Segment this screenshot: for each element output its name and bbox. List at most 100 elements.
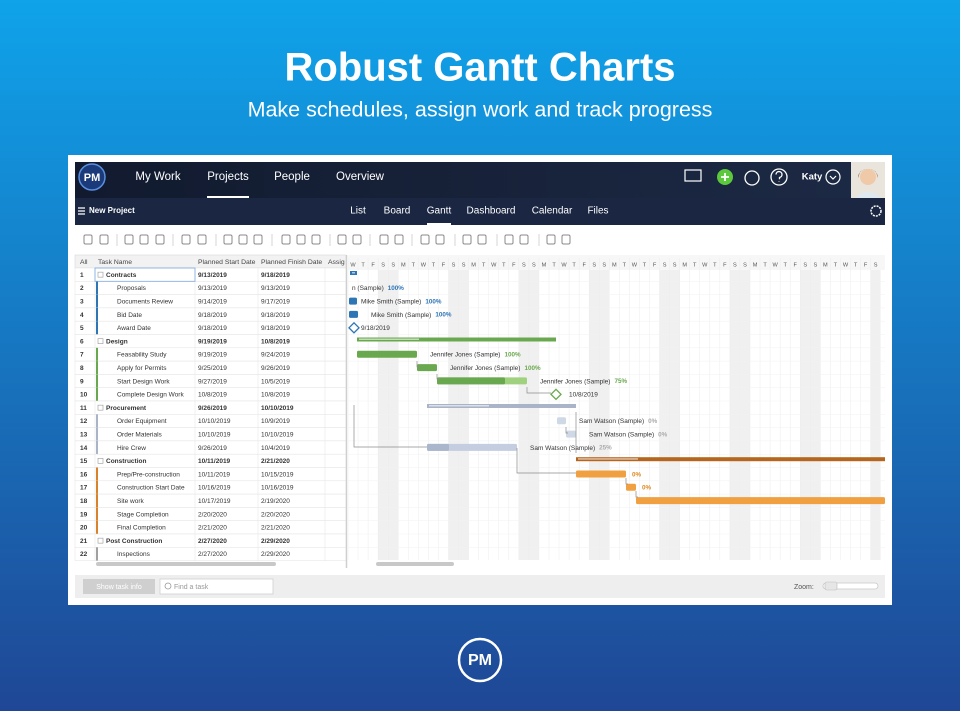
row-id: 8: [80, 365, 84, 372]
toolbar-icon[interactable]: [394, 234, 404, 245]
toolbar-icon[interactable]: [253, 234, 263, 245]
nav-item[interactable]: People: [274, 171, 310, 183]
task-bar[interactable]: [557, 417, 566, 425]
weekend-column: [800, 270, 811, 560]
bar-label: 9/18/2019: [361, 325, 390, 332]
task-bar[interactable]: [566, 430, 576, 438]
row-id: 10: [80, 392, 88, 399]
task-bar[interactable]: [349, 310, 358, 318]
toolbar-icon[interactable]: [504, 234, 514, 245]
column-header[interactable]: All: [80, 259, 88, 266]
nav-item[interactable]: Projects: [207, 171, 249, 183]
app-logo-circle[interactable]: [78, 163, 106, 191]
toolbar-icon[interactable]: [420, 234, 430, 245]
start-date: 9/27/2019: [198, 378, 227, 385]
toolbar-icon[interactable]: [197, 234, 207, 245]
tab[interactable]: Gantt: [427, 206, 452, 217]
collapse-toggle[interactable]: [97, 271, 104, 278]
user-menu-chevron: [829, 175, 837, 180]
task-bar[interactable]: [576, 470, 626, 478]
tab[interactable]: Files: [587, 206, 608, 217]
collapse-toggle[interactable]: [97, 537, 104, 544]
toolbar-icon[interactable]: [352, 234, 362, 245]
day-label: T: [502, 262, 506, 268]
toolbar-icon[interactable]: [139, 234, 149, 245]
nav-item[interactable]: Overview: [336, 171, 385, 183]
task-bar[interactable]: [417, 364, 437, 372]
toolbar-icon[interactable]: [462, 234, 472, 245]
settings-icon[interactable]: [870, 205, 882, 217]
phase-marker: [96, 361, 98, 375]
tab[interactable]: Board: [384, 206, 411, 217]
search-placeholder[interactable]: Find a task: [174, 584, 209, 591]
toolbar-icon[interactable]: [519, 234, 529, 245]
start-date: 2/20/2020: [198, 511, 227, 518]
tab[interactable]: Calendar: [532, 206, 573, 217]
toolbar-icon[interactable]: [124, 234, 134, 245]
summary-bar[interactable]: [576, 457, 885, 462]
toolbar-icon[interactable]: [99, 234, 109, 245]
toolbar-icon[interactable]: [477, 234, 487, 245]
user-name[interactable]: Katy: [802, 172, 823, 183]
toolbar-icon[interactable]: [379, 234, 389, 245]
icon-timer[interactable]: [744, 170, 760, 186]
toolbar-icon[interactable]: [238, 234, 248, 245]
toolbar-icon[interactable]: [296, 234, 306, 245]
toolbar-icon[interactable]: [546, 234, 556, 245]
phase-marker: [96, 294, 98, 308]
zoom-handle[interactable]: [824, 581, 838, 591]
table-scrollbar[interactable]: [96, 562, 276, 566]
search-input[interactable]: [159, 578, 274, 595]
column-header[interactable]: Assig: [328, 259, 345, 266]
task-bar[interactable]: [636, 497, 885, 505]
task-name: Proposals: [117, 285, 147, 292]
menu-icon[interactable]: [78, 207, 85, 215]
collapse-toggle[interactable]: [97, 458, 104, 464]
nav-item[interactable]: My Work: [135, 171, 180, 183]
toolbar-icon[interactable]: [311, 234, 321, 245]
weekend-column: [659, 270, 670, 560]
toolbar-icon[interactable]: [281, 234, 291, 245]
bar-percent: 0%: [642, 485, 652, 492]
toolbar-icon[interactable]: [155, 234, 165, 245]
task-bar[interactable]: [427, 443, 517, 451]
gantt-scrollbar[interactable]: [376, 562, 454, 566]
summary-bar[interactable]: [427, 404, 576, 408]
user-menu[interactable]: [825, 169, 841, 185]
day-label: S: [462, 262, 466, 268]
day-label: T: [713, 262, 717, 268]
task-name: Hire Crew: [117, 445, 146, 452]
column-header[interactable]: Planned Start Date: [198, 259, 256, 266]
toolbar-icon[interactable]: [83, 234, 93, 245]
task-bar[interactable]: [357, 350, 417, 358]
task-bar[interactable]: [626, 483, 636, 491]
column-header[interactable]: Task Name: [98, 259, 132, 266]
day-label: S: [532, 262, 536, 268]
collapse-toggle[interactable]: [97, 404, 104, 411]
toolbar-icon[interactable]: [561, 234, 571, 245]
tab[interactable]: List: [350, 206, 366, 217]
start-date: 10/11/2019: [198, 471, 230, 478]
column-header[interactable]: Planned Finish Date: [261, 259, 322, 266]
tab[interactable]: Dashboard: [467, 206, 516, 217]
app-logo[interactable]: PM: [84, 172, 101, 184]
icon-help[interactable]: [770, 168, 788, 186]
phase-marker: [96, 520, 98, 534]
toolbar-icon[interactable]: [435, 234, 445, 245]
milestone[interactable]: [550, 388, 562, 401]
task-name: Construction: [106, 458, 146, 465]
icon-presentation[interactable]: [684, 169, 702, 182]
phase-marker: [96, 427, 98, 441]
collapse-toggle[interactable]: [97, 338, 104, 344]
milestone[interactable]: [348, 321, 360, 334]
toolbar-icon[interactable]: [181, 234, 191, 245]
show-task-info-label[interactable]: Show task info: [96, 584, 142, 591]
day-label: F: [864, 262, 868, 268]
summary-bar[interactable]: [357, 337, 556, 342]
task-bar[interactable]: [349, 297, 357, 305]
show-task-info-button[interactable]: [83, 579, 155, 594]
toolbar-icon[interactable]: [337, 234, 347, 245]
project-name[interactable]: New Project: [89, 206, 135, 215]
toolbar-icon[interactable]: [223, 234, 233, 245]
